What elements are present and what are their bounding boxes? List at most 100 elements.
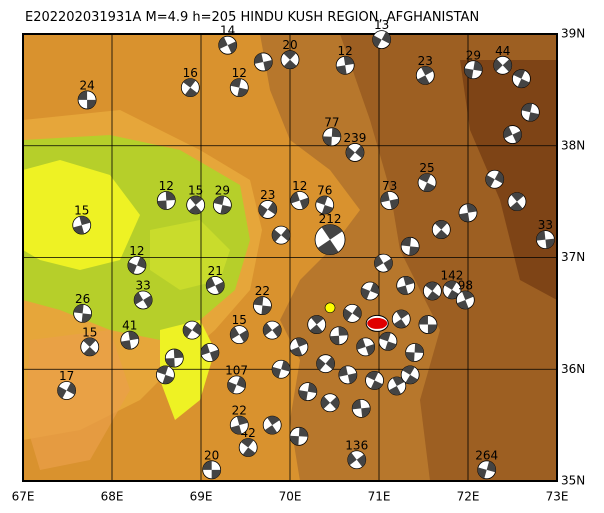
beachball-compression xyxy=(393,309,409,328)
focal-mechanism xyxy=(229,325,249,345)
depth-label: 20 xyxy=(204,448,219,462)
focal-mechanism xyxy=(200,343,220,362)
y-tick-label: 35N xyxy=(561,474,585,488)
beachball-compression xyxy=(374,255,393,271)
beachball-compression xyxy=(405,343,424,362)
beachball-compression xyxy=(230,326,249,343)
focal-mechanism xyxy=(271,225,291,245)
beachball-compression xyxy=(264,416,280,435)
focal-mechanism xyxy=(289,426,309,446)
focal-mechanism xyxy=(536,230,555,250)
beachball-compression xyxy=(227,376,246,394)
depth-label: 29 xyxy=(466,48,481,62)
beachball-compression xyxy=(418,315,437,334)
y-tick-label: 38N xyxy=(561,138,585,152)
beachball-compression xyxy=(338,366,357,384)
focal-mechanism xyxy=(458,203,478,223)
focal-mechanism xyxy=(315,195,335,215)
station xyxy=(324,302,336,314)
beachball-compression xyxy=(336,56,355,75)
y-tick-label: 39N xyxy=(561,27,585,41)
focal-mechanism xyxy=(180,78,200,98)
focal-mechanism xyxy=(218,35,238,55)
beachball-compression xyxy=(183,78,198,97)
depth-label: 12 xyxy=(129,244,144,258)
focal-mechanism xyxy=(227,375,247,395)
depth-label: 24 xyxy=(79,78,94,92)
beachball-compression xyxy=(272,228,291,243)
beachball-compression xyxy=(316,356,335,371)
x-tick-label: 73E xyxy=(546,490,569,504)
beachball-compression xyxy=(188,195,203,214)
focal-mechanism xyxy=(422,281,442,301)
focal-mechanism xyxy=(338,365,358,385)
beachball-compression xyxy=(230,416,248,435)
depth-label: 22 xyxy=(255,284,270,298)
focal-mechanism xyxy=(73,303,93,323)
beachball-compression xyxy=(127,256,146,274)
depth-label: 15 xyxy=(188,183,203,197)
focal-mechanism xyxy=(212,195,232,215)
focal-mechanism xyxy=(360,281,380,301)
x-tick-label: 69E xyxy=(190,490,213,504)
beachball-compression xyxy=(352,399,371,418)
beachball-compression xyxy=(345,145,364,160)
focal-mechanism xyxy=(342,303,362,323)
depth-label: 23 xyxy=(418,54,433,68)
depth-label: 33 xyxy=(538,218,553,232)
beachball-compression xyxy=(213,195,232,214)
beachball-compression xyxy=(477,461,496,479)
depth-label: 107 xyxy=(225,363,248,377)
beachball-compression xyxy=(379,332,397,351)
focal-mechanism xyxy=(127,255,147,275)
focal-mechanism xyxy=(520,102,540,122)
depth-label: 142 xyxy=(441,268,464,282)
depth-label: 29 xyxy=(215,183,230,197)
focal-mechanism xyxy=(229,415,249,435)
beachball-compression xyxy=(230,78,249,97)
focal-mechanism xyxy=(372,30,392,49)
mainshock xyxy=(365,314,389,332)
beachball-compression xyxy=(289,427,308,446)
beachball-compression xyxy=(165,349,184,368)
map-title: E202202031931A M=4.9 h=205 HINDU KUSH RE… xyxy=(25,10,479,25)
focal-mechanism xyxy=(415,65,435,85)
focal-mechanism xyxy=(262,320,282,340)
beachball-compression xyxy=(372,31,391,48)
beachball-compression xyxy=(417,66,434,85)
focal-mechanism xyxy=(431,220,451,239)
focal-mechanism xyxy=(57,381,77,400)
focal-mechanism xyxy=(156,191,176,210)
x-tick-label: 68E xyxy=(101,490,124,504)
focal-mechanism xyxy=(405,343,425,362)
depth-label: 15 xyxy=(74,204,89,218)
beachball-compression xyxy=(241,438,256,457)
beachball-compression xyxy=(263,322,282,338)
beachball-compression xyxy=(57,382,76,399)
beachball-compression xyxy=(202,460,221,479)
depth-label: 22 xyxy=(232,404,247,418)
focal-mechanism xyxy=(202,460,222,480)
depth-label: 20 xyxy=(282,38,297,52)
beachball-compression xyxy=(298,382,317,401)
beachball-compression xyxy=(290,337,308,356)
focal-mechanism xyxy=(485,169,505,189)
focal-mechanism xyxy=(345,143,365,162)
focal-mechanism xyxy=(442,280,462,300)
beachball-compression xyxy=(258,201,277,217)
focal-mechanism xyxy=(205,276,225,295)
depth-label: 26 xyxy=(75,292,90,306)
beachball-compression xyxy=(218,37,237,54)
x-tick-label: 70E xyxy=(279,490,302,504)
focal-mechanism xyxy=(391,309,411,329)
beachball-compression xyxy=(456,290,474,309)
y-tick-label: 37N xyxy=(561,250,585,264)
depth-label: 12 xyxy=(338,44,353,58)
beachball-compression xyxy=(329,326,348,345)
x-tick-label: 67E xyxy=(12,490,35,504)
focal-mechanism xyxy=(253,296,272,315)
beachball-compression xyxy=(510,192,524,211)
focal-mechanism xyxy=(400,365,420,385)
focal-mechanism xyxy=(155,365,175,385)
focal-mechanism xyxy=(238,438,258,457)
